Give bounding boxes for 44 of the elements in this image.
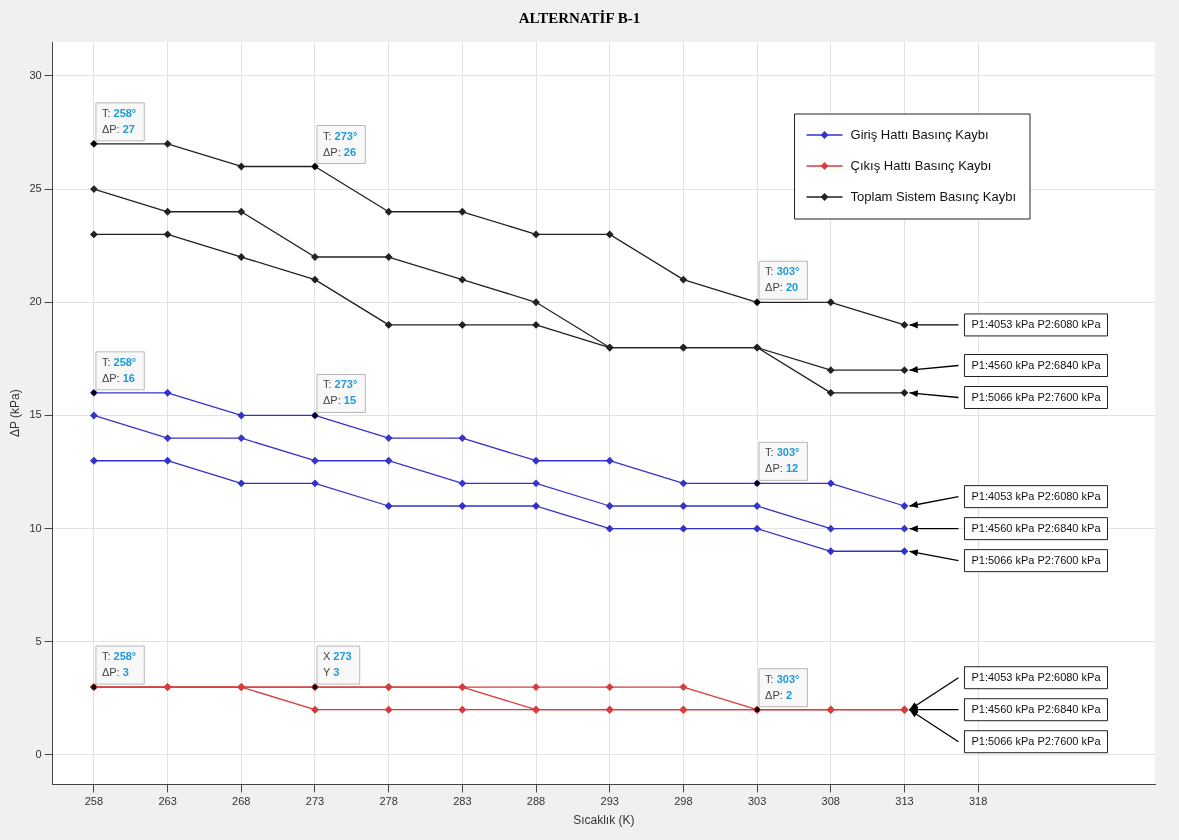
chart-title: ALTERNATİF B-1 — [518, 9, 641, 26]
annotation: T: 303° ΔP: 2 — [765, 672, 800, 701]
annotation: T: 303° ΔP: 12 — [765, 446, 800, 475]
annotation: T: 258° ΔP: 3 — [101, 650, 137, 679]
annotation: P1:4053 kPa P2:6080 kPa — [971, 489, 1102, 502]
y-tick-label: 10 — [29, 521, 42, 534]
y-tick-label: 30 — [29, 68, 42, 81]
annotation: P1:4560 kPa P2:6840 kPa — [971, 521, 1102, 534]
annotation: P1:4053 kPa P2:6080 kPa — [971, 317, 1102, 330]
x-tick-label: 313 — [895, 795, 914, 808]
x-tick-label: 273 — [305, 795, 325, 808]
x-tick-label: 318 — [968, 795, 988, 808]
legend-label: Çıkış Hattı Basınç Kaybı — [850, 157, 992, 173]
annotation: T: 258° ΔP: 27 — [101, 106, 137, 135]
annotation: P1:4053 kPa P2:6080 kPa — [971, 670, 1102, 683]
x-tick-label: 293 — [600, 795, 619, 808]
x-tick-label: 268 — [232, 795, 251, 808]
annotation: P1:4560 kPa P2:6840 kPa — [971, 702, 1102, 715]
y-tick-label: 20 — [29, 295, 42, 308]
y-tick-label: 15 — [29, 408, 42, 421]
y-tick-label: 5 — [35, 634, 42, 647]
x-tick-label: 263 — [158, 795, 177, 808]
x-tick-label: 278 — [379, 795, 398, 808]
y-tick-label: 25 — [29, 182, 42, 195]
annotation: T: 273° ΔP: 15 — [322, 378, 358, 407]
legend-label: Giriş Hattı Basınç Kaybı — [850, 126, 989, 142]
annotation: P1:5066 kPa P2:7600 kPa — [971, 553, 1102, 566]
x-tick-label: 298 — [674, 795, 693, 808]
y-tick-label: 0 — [35, 748, 42, 761]
x-axis-title: Sıcaklık (K) — [573, 813, 635, 828]
annotation: T: 303° ΔP: 20 — [765, 265, 800, 294]
x-tick-label: 283 — [453, 795, 472, 808]
x-tick-label: 288 — [526, 795, 546, 808]
annotation: T: 273° ΔP: 26 — [322, 129, 358, 158]
y-axis-title: ΔP (kPa) — [7, 389, 22, 438]
annotation: P1:4560 kPa P2:6840 kPa — [971, 358, 1102, 371]
annotation: P1:5066 kPa P2:7600 kPa — [971, 390, 1102, 403]
annotation: X 273 Y 3 — [322, 650, 352, 679]
legend-label: Toplam Sistem Basınç Kaybı — [850, 188, 1017, 204]
x-tick-label: 308 — [821, 795, 840, 808]
annotation: P1:5066 kPa P2:7600 kPa — [971, 734, 1102, 747]
x-tick-label: 258 — [84, 795, 104, 808]
x-tick-label: 303 — [747, 795, 767, 808]
annotation: T: 258° ΔP: 16 — [101, 355, 137, 384]
